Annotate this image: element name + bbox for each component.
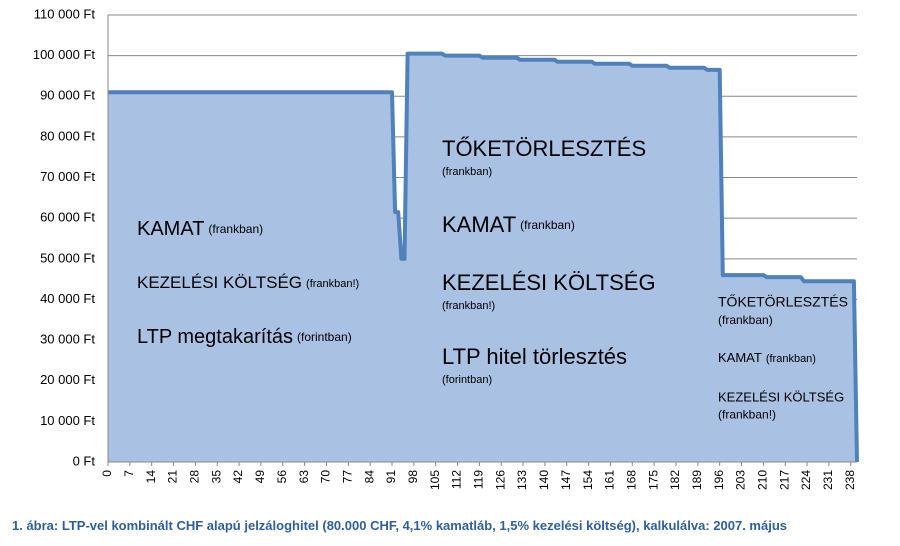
annotation-note: (frankban!) (306, 278, 359, 290)
x-tick-label: 119 (472, 470, 486, 489)
y-tick-label: 110 000 Ft (34, 6, 96, 21)
x-tick-label: 98 (406, 470, 420, 484)
annotation: KAMAT (frankban) (718, 350, 816, 365)
x-tick-label: 231 (821, 470, 835, 490)
y-tick-label: 100 000 Ft (33, 47, 96, 62)
x-tick-label: 210 (756, 470, 770, 490)
x-tick-label: 203 (734, 470, 748, 490)
x-tick-label: 147 (559, 470, 573, 490)
annotation-note: (frankban!) (718, 408, 776, 422)
annotation-text: KAMAT (718, 350, 762, 365)
x-tick-label: 42 (231, 470, 245, 484)
y-tick-label: 80 000 Ft (40, 128, 95, 143)
y-tick-label: 20 000 Ft (40, 372, 95, 387)
y-tick-label: 90 000 Ft (40, 88, 95, 103)
x-tick-label: 49 (253, 470, 267, 484)
x-tick-label: 196 (712, 470, 726, 490)
annotation-note: (frankban!) (442, 300, 495, 312)
annotation-note: (frankban) (520, 218, 575, 232)
annotation: KEZELÉSI KÖLTSÉG (frankban!) (137, 273, 359, 292)
x-tick-label: 133 (515, 470, 529, 490)
annotation-note: (frankban) (766, 353, 816, 365)
annotation-text: KEZELÉSI KÖLTSÉG (442, 270, 656, 295)
x-tick-label: 189 (690, 470, 704, 490)
x-tick-label: 14 (144, 470, 158, 484)
annotation: LTP megtakarítás (forintban) (137, 326, 352, 348)
x-tick-label: 105 (428, 470, 442, 490)
annotation-note: (frankban) (442, 166, 492, 178)
x-tick-label: 7 (122, 470, 136, 477)
x-tick-label: 126 (493, 470, 507, 490)
y-tick-label: 10 000 Ft (40, 413, 95, 428)
x-tick-label: 35 (209, 470, 223, 484)
annotation: KAMAT (frankban) (137, 218, 263, 240)
x-tick-label: 77 (340, 470, 354, 484)
x-tick-label: 63 (297, 470, 311, 484)
x-tick-label: 168 (624, 470, 638, 490)
annotation-note: (forintban) (442, 374, 492, 386)
annotation: KAMAT (frankban) (442, 212, 575, 237)
annotation-text: TŐKETÖRLESZTÉS (718, 293, 848, 310)
x-tick-label: 217 (777, 470, 791, 490)
x-tick-label: 154 (581, 470, 595, 490)
x-tick-label: 112 (450, 470, 464, 489)
annotation-text: LTP megtakarítás (137, 326, 293, 348)
y-tick-label: 60 000 Ft (40, 210, 95, 225)
annotation-text: LTP hitel törlesztés (442, 344, 627, 369)
y-tick-label: 0 Ft (73, 453, 96, 468)
y-tick-label: 70 000 Ft (40, 169, 95, 184)
x-tick-label: 161 (603, 470, 617, 490)
x-tick-label: 0 (100, 470, 114, 477)
x-tick-label: 21 (166, 470, 180, 484)
x-tick-label: 175 (646, 470, 660, 490)
x-tick-label: 224 (799, 470, 813, 490)
x-tick-label: 70 (319, 470, 333, 484)
annotation-text: KAMAT (137, 218, 204, 240)
annotation-note: (forintban) (297, 330, 352, 344)
annotation-note: (frankban) (718, 313, 773, 327)
annotation-note: (frankban) (208, 222, 263, 236)
annotation-text: KAMAT (442, 212, 516, 237)
x-tick-label: 182 (668, 470, 682, 490)
x-tick-label: 91 (384, 470, 398, 484)
x-tick-label: 140 (537, 470, 551, 490)
annotation-text: TŐKETÖRLESZTÉS (442, 136, 646, 161)
annotation-text: KEZELÉSI KÖLTSÉG (718, 389, 844, 404)
line (108, 51, 859, 463)
x-tick-label: 56 (275, 470, 289, 484)
y-tick-label: 40 000 Ft (40, 291, 95, 306)
y-tick-label: 50 000 Ft (40, 250, 95, 265)
area (108, 53, 857, 462)
x-tick-label: 84 (362, 470, 376, 484)
annotation-text: KEZELÉSI KÖLTSÉG (137, 273, 302, 292)
x-tick-label: 28 (188, 470, 202, 484)
caption: 1. ábra: LTP-vel kombinált CHF alapú jel… (12, 518, 787, 533)
x-tick-label: 238 (843, 470, 857, 490)
y-tick-label: 30 000 Ft (40, 332, 95, 347)
